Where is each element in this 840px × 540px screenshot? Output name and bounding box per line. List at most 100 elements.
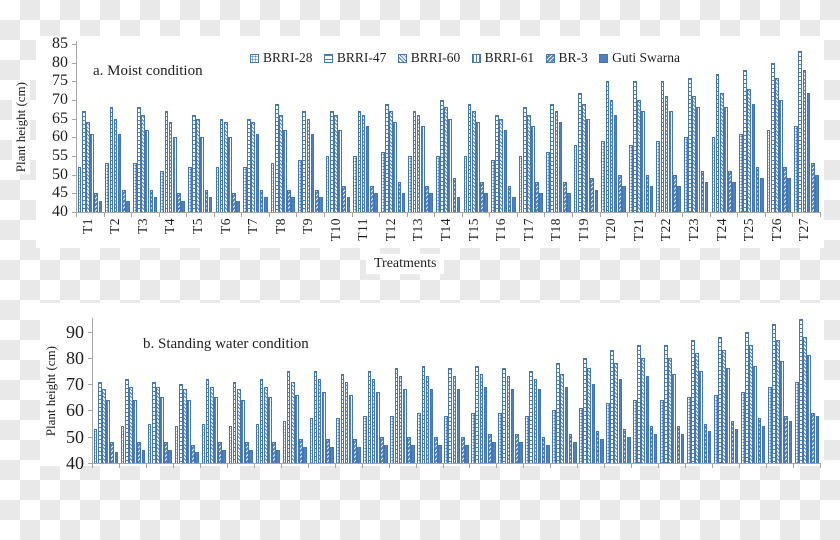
bar-T9-BRRI-61 (310, 133, 315, 212)
bar-T6-Guti Swarna (249, 449, 254, 463)
bar-T19-BRRI-60 (587, 368, 592, 463)
bar-T7-BRRI-60 (251, 122, 256, 212)
bar-T1-BRRI-47 (81, 111, 86, 212)
bar-T24-BRRI-61 (724, 107, 728, 212)
x-tick (627, 213, 629, 217)
bar-T21-BR-3 (645, 174, 650, 212)
legend-item-BR-3: BR-3 (545, 50, 588, 66)
y-tick (72, 81, 76, 83)
bar-T10-BRRI-61 (348, 394, 353, 463)
bar-T12-BRRI-60 (389, 111, 393, 212)
bar-T21-BRRI-61 (641, 111, 646, 212)
bar-T24-Guti Swarna (732, 182, 736, 212)
bar-T23-BR-3 (700, 170, 705, 212)
bar-T4-BRRI-61 (172, 137, 177, 212)
bar-T26-BR-3 (783, 167, 787, 212)
bar-T13-BRRI-60 (425, 376, 430, 463)
bar-T2-BRRI-60 (113, 118, 118, 212)
bar-T3-BR-3 (164, 441, 168, 463)
bar-T25-BRRI-61 (751, 103, 756, 212)
bar-T4-BRRI-60 (182, 389, 187, 463)
bar-T11-BRRI-61 (365, 126, 370, 212)
y-tick-label: 60 (52, 128, 68, 146)
bar-T24-BRRI-47 (715, 73, 720, 212)
bar-T8-BRRI-47 (286, 371, 291, 463)
x-tick (489, 213, 491, 217)
bar-T19-BRRI-61 (591, 384, 596, 463)
bar-T14-BRRI-47 (440, 100, 444, 212)
legend-item-Guti Swarna: Guti Swarna (599, 50, 680, 66)
x-axis-line (76, 212, 821, 213)
bar-T5-BRRI-60 (209, 386, 214, 463)
x-tick (766, 464, 768, 468)
bar-T9-BRRI-47 (313, 371, 318, 463)
bar-T24-BRRI-60 (719, 92, 724, 212)
bar-T9-BRRI-60 (306, 118, 311, 212)
x-tick (213, 213, 215, 217)
bar-T9-Guti Swarna (330, 447, 334, 463)
x-tick (469, 464, 471, 468)
bar-T1-BR-3 (110, 441, 115, 463)
bar-T7-BR-3 (259, 189, 264, 212)
bar-T14-BRRI-60 (452, 376, 457, 463)
bar-T17-BRRI-61 (537, 389, 542, 463)
bar-T19-Guti Swarna (599, 439, 604, 463)
bar-T15-BRRI-28 (471, 413, 475, 463)
x-tick (145, 464, 147, 468)
bar-T4-BRRI-28 (174, 426, 179, 463)
bar-T12-BRRI-61 (393, 122, 398, 212)
bar-T20-BRRI-61 (613, 114, 618, 212)
bar-T16-BRRI-28 (491, 159, 495, 212)
bar-T19-BR-3 (595, 431, 600, 463)
y-tick-label: 80 (52, 53, 68, 71)
x-tick (712, 464, 714, 468)
legend-swatch-icon (250, 53, 259, 63)
bar-T21-BRRI-28 (633, 399, 637, 463)
bar-T10-BR-3 (353, 439, 357, 463)
bar-T8-Guti Swarna (291, 197, 296, 212)
bar-T13-BR-3 (433, 436, 438, 463)
bar-T27-BRRI-60 (803, 336, 807, 463)
bar-T14-Guti Swarna (465, 444, 469, 463)
bar-T3-BRRI-47 (137, 107, 141, 212)
bar-T12-Guti Swarna (411, 444, 415, 463)
bar-T16-BRRI-28 (498, 413, 502, 463)
bar-T15-BRRI-61 (476, 122, 480, 212)
bar-T6-BRRI-60 (223, 122, 228, 212)
bar-T19-BR-3 (590, 178, 595, 212)
x-tick (280, 464, 282, 468)
bar-T4-BRRI-60 (168, 122, 173, 212)
x-tick (103, 213, 105, 217)
x-tick (379, 213, 381, 217)
bar-T2-BRRI-47 (109, 107, 114, 212)
bar-T21-Guti Swarna (649, 185, 654, 212)
bar-T23-BRRI-47 (688, 77, 692, 212)
x-tick (361, 464, 363, 468)
bar-T5-BRRI-47 (205, 378, 210, 463)
bar-T18-BRRI-60 (560, 373, 565, 463)
bar-T9-BR-3 (314, 189, 319, 212)
bar-T22-Guti Swarna (677, 185, 681, 212)
bar-T2-BR-3 (121, 189, 126, 212)
bar-T22-BRRI-60 (664, 96, 669, 212)
bar-T9-BRRI-61 (321, 392, 326, 463)
x-tick (658, 464, 660, 468)
bar-T6-BRRI-28 (215, 167, 220, 212)
x-tick (654, 213, 656, 217)
bar-T27-BR-3 (810, 163, 815, 212)
bar-T13-BRRI-28 (417, 413, 422, 463)
legend-item-BRRI-47: BRRI-47 (323, 50, 386, 66)
y-tick (72, 137, 76, 139)
bar-T22-BRRI-61 (668, 111, 673, 212)
x-axis-line (92, 463, 821, 464)
bar-T1-BRRI-47 (97, 381, 102, 463)
bar-T20-BRRI-28 (606, 402, 610, 463)
bar-T26-BR-3 (784, 415, 789, 463)
bar-T18-BRRI-47 (556, 363, 560, 463)
bar-T24-BR-3 (730, 420, 735, 463)
bar-T13-BRRI-60 (416, 114, 421, 212)
bar-T14-BRRI-28 (436, 156, 440, 212)
bar-T20-BRRI-28 (601, 141, 606, 212)
bar-T8-BR-3 (287, 189, 291, 212)
bar-T27-BRRI-28 (794, 381, 799, 463)
